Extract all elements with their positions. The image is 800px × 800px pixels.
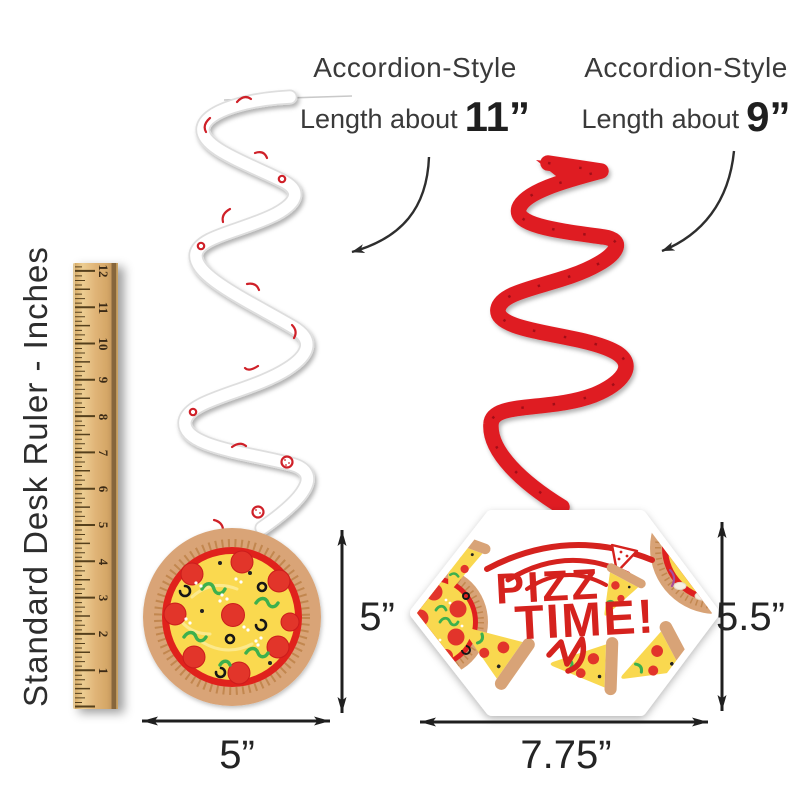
white-swirl-doodles [188, 95, 297, 531]
annotation-left-length-value: 11” [464, 93, 531, 140]
pizza-green-peppers [182, 582, 280, 667]
ruler-number: 5 [96, 522, 111, 529]
annotation-left-style: Accordion-Style [313, 52, 517, 83]
ruler-number: 2 [96, 631, 111, 638]
annotation-arrows [351, 150, 736, 254]
sign-slice-doodle [610, 543, 639, 574]
red-swirl [483, 155, 634, 515]
ruler-dark-edge [111, 263, 117, 709]
ruler-number: 3 [96, 595, 111, 602]
ruler-number: 11 [96, 302, 111, 314]
annotation-right-length-prefix: Length about [581, 104, 740, 134]
left-annotation-arrow [351, 156, 431, 254]
pizza-pepperoni [163, 550, 300, 685]
ruler-number: 6 [96, 486, 111, 493]
dimension-arrows [142, 522, 727, 727]
sign-underline-squiggle [546, 636, 587, 674]
ruler-number: 9 [96, 377, 111, 384]
red-swirl-ribbon [483, 155, 634, 515]
white-pizza-swirl [177, 89, 353, 536]
ruler-label: Standard Desk Ruler - Inches [17, 246, 54, 707]
annotation-left: Accordion-Style Length about 11” [265, 52, 565, 141]
ruler-highlight-edge [73, 263, 75, 709]
annotation-right: Accordion-Style Length about 9” [536, 52, 800, 141]
ruler-number: 8 [96, 414, 111, 421]
ruler-number: 4 [96, 559, 111, 566]
sign-word-1: PIZZ [494, 560, 602, 613]
ruler-number: 1 [96, 668, 111, 675]
pizza-cheese-dots [184, 577, 263, 647]
ruler-outer-edge [116, 263, 118, 709]
annotation-left-length-prefix: Length about [299, 104, 458, 134]
annotation-left-length: Length about 11” [265, 93, 565, 141]
sign-width-label: 7.75” [520, 733, 612, 777]
white-swirl-ribbon [177, 89, 315, 536]
pizza-height-label: 5” [359, 595, 395, 639]
sign-height-label: 5.5” [716, 595, 785, 639]
ruler-number: 10 [96, 338, 111, 351]
pizza-medallion [143, 528, 321, 706]
pizza-width-label: 5” [219, 733, 255, 777]
annotation-right-style: Accordion-Style [584, 52, 788, 83]
right-annotation-arrow [661, 150, 736, 253]
ruler-ticks [75, 266, 95, 708]
pizza-seasoning-dots [200, 561, 272, 665]
annotation-right-length: Length about 9” [536, 93, 800, 141]
annotation-right-length-value: 9” [746, 93, 791, 140]
pizza-crust-fringe [154, 539, 310, 695]
pizza-olives [178, 581, 268, 679]
ruler-number: 12 [96, 265, 111, 278]
ruler-numbers: 1 2 3 4 5 6 7 8 9 10 11 12 [96, 265, 111, 675]
ruler-number: 7 [96, 450, 111, 457]
sign-left-pizza [417, 566, 488, 678]
ruler: 1 2 3 4 5 6 7 8 9 10 11 12 [73, 263, 118, 709]
